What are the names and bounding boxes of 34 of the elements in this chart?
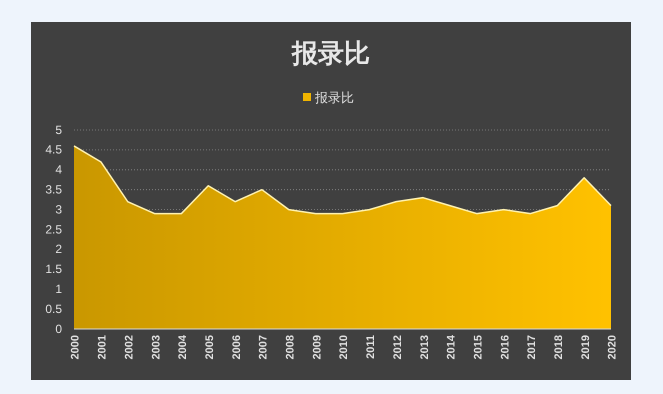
y-tick-label: 2 [55,242,62,256]
x-tick-label: 2004 [177,334,190,360]
x-tick-label: 2006 [230,335,243,360]
x-tick-label: 2001 [96,335,109,360]
x-tick-label: 2000 [70,335,82,360]
x-tick-label: 2019 [580,335,592,360]
x-tick-label: 2016 [499,335,512,360]
x-tick-label: 2017 [526,335,538,360]
y-tick-label: 3 [55,202,62,216]
x-tick-label: 2009 [311,335,324,360]
x-tick-label: 2012 [392,335,404,360]
x-tick-label: 2011 [365,335,378,359]
chart-title: 报录比 [291,39,370,69]
x-tick-label: 2008 [284,335,297,360]
y-tick-label: 2.5 [45,222,62,236]
x-tick-label: 2014 [446,334,458,360]
legend-label: 报录比 [314,91,354,106]
y-tick-label: 5 [55,122,62,137]
x-tick-label: 2002 [123,335,136,360]
y-tick-label: 1.5 [45,262,62,276]
y-tick-label: 0.5 [45,302,62,316]
y-tick-label: 3.5 [45,182,62,197]
x-tick-label: 2015 [472,335,484,360]
y-tick-label: 4.5 [45,142,62,157]
x-tick-label: 2018 [553,335,566,360]
x-tick-label: 2010 [338,335,350,360]
y-tick-label: 1 [55,282,62,296]
x-tick-label: 2005 [204,335,216,360]
y-tick-label: 4 [55,162,62,177]
x-tick-label: 2003 [150,335,162,360]
y-tick-label: 0 [55,322,62,336]
x-tick-label: 2020 [606,335,619,360]
x-tick-label: 2013 [418,335,431,360]
x-tick-label: 2007 [258,335,270,360]
